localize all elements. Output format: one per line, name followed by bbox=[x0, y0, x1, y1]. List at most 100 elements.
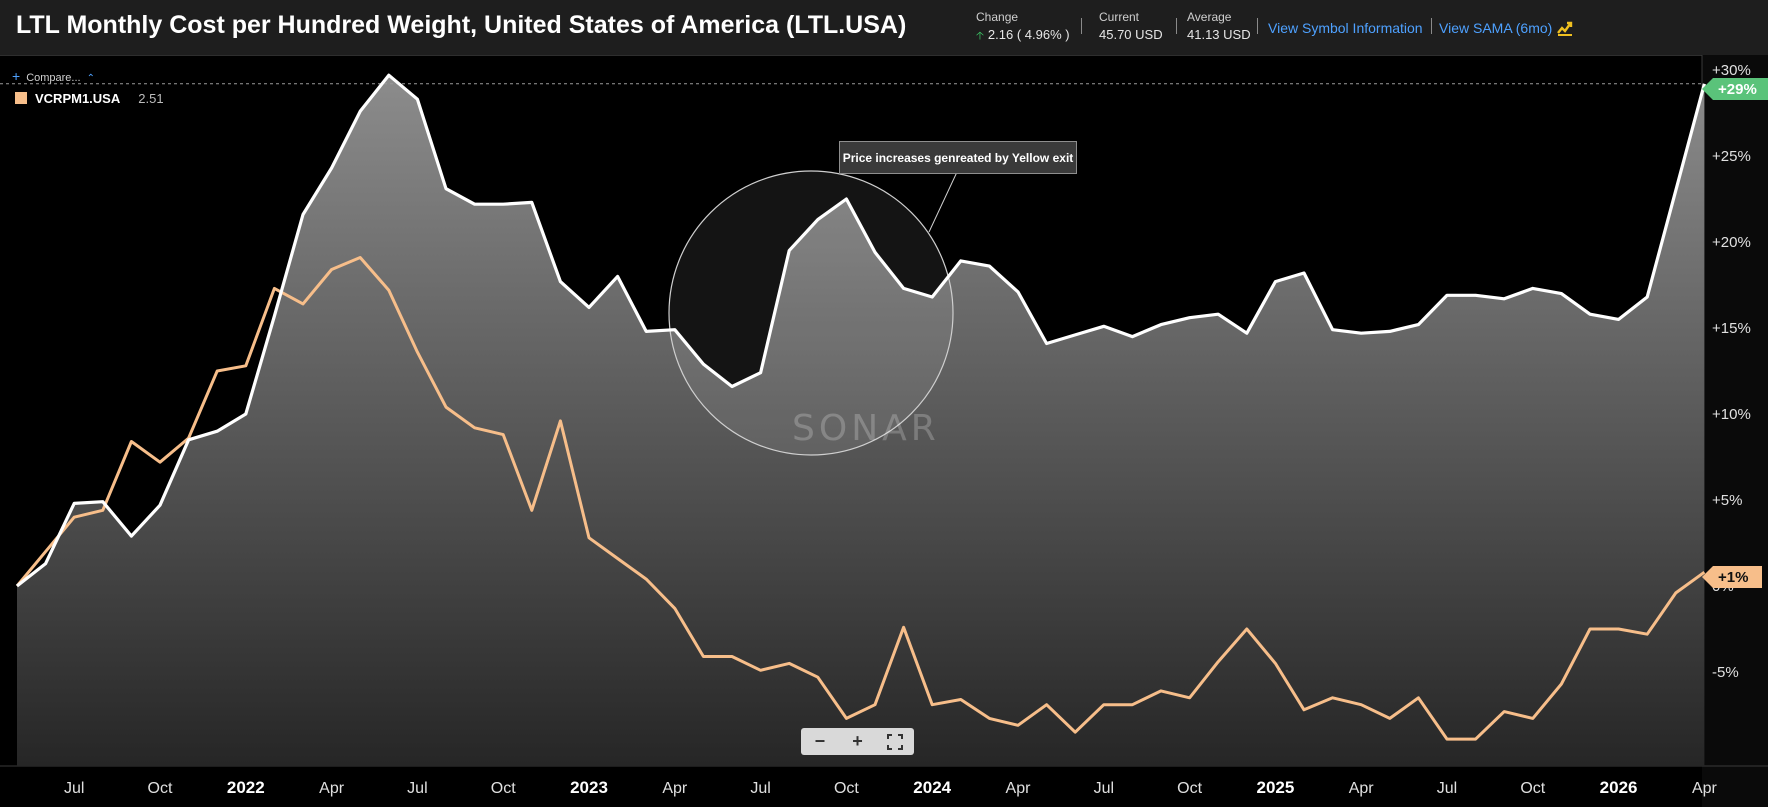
legend-series-name: VCRPM1.USA bbox=[35, 91, 121, 106]
x-tick-label: Oct bbox=[1177, 780, 1202, 797]
main-series-line bbox=[16, 73, 1706, 588]
zoom-controls: − + bbox=[801, 728, 914, 755]
compare-series-point bbox=[444, 405, 448, 409]
main-series-point bbox=[44, 562, 48, 566]
main-series-point bbox=[1445, 293, 1449, 297]
compare-series-point bbox=[272, 286, 276, 290]
plus-icon: + bbox=[12, 68, 21, 84]
compare-series-point bbox=[1674, 591, 1678, 595]
main-series-point bbox=[1559, 292, 1563, 296]
x-tick-label: Oct bbox=[834, 780, 859, 797]
y-tick-label: +15% bbox=[1712, 320, 1751, 337]
main-series-point bbox=[959, 259, 963, 263]
main-series-point bbox=[730, 384, 734, 388]
compare-series-point bbox=[158, 460, 162, 464]
compare-series-point bbox=[1502, 710, 1506, 714]
current-value: 45.70 USD bbox=[1099, 27, 1163, 42]
change-value: 2.16 ( 4.96% ) bbox=[987, 27, 1070, 42]
main-series-point bbox=[616, 274, 620, 278]
compare-series-point bbox=[1302, 708, 1306, 712]
y-tick-label: +25% bbox=[1712, 148, 1751, 165]
last-value-tag-main: +29% bbox=[1702, 78, 1768, 100]
up-arrow-icon: 🡡 bbox=[976, 30, 984, 42]
view-symbol-information-link[interactable]: View Symbol Information bbox=[1268, 20, 1423, 36]
legend-item[interactable]: VCRPM1.USA 2.51 bbox=[15, 91, 164, 106]
change-stat: Change 🡡 2.16 ( 4.96% ) bbox=[976, 10, 1070, 46]
x-tick-label: Apr bbox=[1349, 780, 1375, 797]
compare-series-point bbox=[701, 655, 705, 659]
compare-series-point bbox=[558, 419, 562, 423]
watermark-logo: SONAR bbox=[792, 408, 940, 449]
x-tick-label: Apr bbox=[1006, 780, 1032, 797]
chart-area[interactable]: +30%+25%+20%+15%+10%+5%0%-5% JulOct2022A… bbox=[0, 55, 1768, 807]
compare-series-point bbox=[1531, 716, 1535, 720]
main-series-point bbox=[987, 264, 991, 268]
compare-series-point bbox=[415, 350, 419, 354]
x-tick-label: 2022 bbox=[227, 778, 265, 797]
compare-series-point bbox=[244, 364, 248, 368]
annotation-label[interactable]: Price increases genreated by Yellow exit bbox=[839, 141, 1077, 174]
compare-series-point bbox=[1416, 696, 1420, 700]
x-tick-label: Oct bbox=[491, 780, 516, 797]
compare-series-point bbox=[730, 655, 734, 659]
fullscreen-icon bbox=[887, 733, 904, 750]
compare-series-point bbox=[1331, 696, 1335, 700]
compare-series-point bbox=[1188, 696, 1192, 700]
average-value: 41.13 USD bbox=[1187, 27, 1251, 42]
main-series-point bbox=[1102, 324, 1106, 328]
main-series-point bbox=[1188, 316, 1192, 320]
main-series-point bbox=[1331, 328, 1335, 332]
main-series-point bbox=[1502, 297, 1506, 301]
compare-series-point bbox=[473, 426, 477, 430]
main-series-point bbox=[902, 286, 906, 290]
average-stat: Average 41.13 USD bbox=[1187, 10, 1251, 42]
change-value-row: 🡡 2.16 ( 4.96% ) bbox=[976, 27, 1070, 46]
main-series-point bbox=[558, 280, 562, 284]
compare-series-point bbox=[129, 440, 133, 444]
main-series-point bbox=[1245, 331, 1249, 335]
fullscreen-button[interactable] bbox=[876, 728, 914, 755]
view-sama-link[interactable]: View SAMA (6mo) bbox=[1439, 20, 1553, 36]
compare-series-point bbox=[530, 508, 534, 512]
y-tick-label: +20% bbox=[1712, 234, 1751, 251]
x-axis-ticks: Jul Oct 2022 Apr Jul Oct 2023 Apr Jul Oct 2024 Apr J… bbox=[64, 778, 1718, 797]
main-series-point bbox=[1159, 323, 1163, 327]
sama-chart-icon[interactable] bbox=[1556, 19, 1574, 37]
compare-series-point bbox=[1617, 627, 1621, 631]
compare-series-point bbox=[1559, 682, 1563, 686]
zoom-in-button[interactable]: + bbox=[852, 731, 863, 751]
x-tick-label: Jul bbox=[1437, 780, 1457, 797]
main-series-point bbox=[1359, 331, 1363, 335]
main-series-area-fill bbox=[17, 75, 1705, 766]
compare-series-point bbox=[844, 716, 848, 720]
compare-series-point bbox=[358, 255, 362, 259]
main-series-point bbox=[1016, 290, 1020, 294]
x-tick-label: 2024 bbox=[913, 778, 951, 797]
main-series-point bbox=[1645, 295, 1649, 299]
series-lines bbox=[0, 73, 1706, 741]
main-series-point bbox=[301, 212, 305, 216]
x-tick-label: Apr bbox=[1692, 780, 1718, 797]
main-series-point bbox=[1674, 188, 1678, 192]
chevron-up-icon: ⌃ bbox=[86, 73, 95, 84]
legend-swatch bbox=[15, 92, 27, 104]
main-series-point bbox=[444, 187, 448, 191]
average-label: Average bbox=[1187, 10, 1232, 24]
main-series-point bbox=[530, 200, 534, 204]
compare-series-point bbox=[187, 436, 191, 440]
main-series-point bbox=[272, 314, 276, 318]
compare-button[interactable]: + Compare... ⌃ bbox=[12, 68, 95, 84]
compare-series-point bbox=[1016, 723, 1020, 727]
y-tick-label: +10% bbox=[1712, 406, 1751, 423]
main-series-point bbox=[673, 328, 677, 332]
compare-series-point bbox=[930, 703, 934, 707]
main-series-point bbox=[1588, 312, 1592, 316]
divider bbox=[1176, 18, 1177, 34]
compare-series-point bbox=[816, 675, 820, 679]
main-series-point bbox=[244, 412, 248, 416]
zoom-out-button[interactable]: − bbox=[814, 731, 826, 751]
y-tick-label: +5% bbox=[1712, 492, 1742, 509]
compare-series-point bbox=[1045, 703, 1049, 707]
x-tick-label: Apr bbox=[662, 780, 688, 797]
y-axis-panel bbox=[1702, 55, 1768, 807]
